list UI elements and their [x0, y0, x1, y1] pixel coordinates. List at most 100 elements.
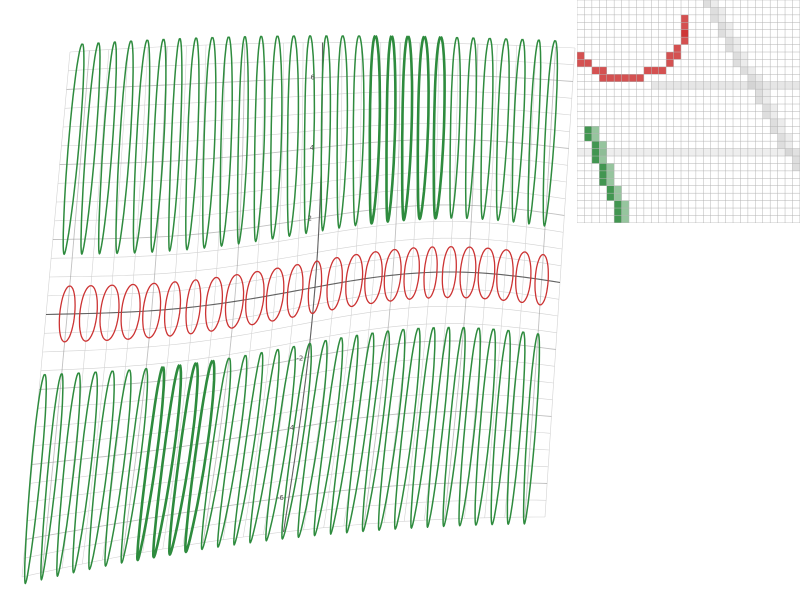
- green-contour-loop: [495, 38, 510, 222]
- zoom-pixel: [673, 44, 682, 53]
- zoom-pixel: [703, 148, 711, 157]
- y-axis-tick-labels: 6 4 2 -2 -4 -6: [277, 74, 316, 502]
- zoom-pixel: [636, 148, 644, 157]
- zoom-pixel: [606, 163, 615, 171]
- green-contour-loop: [168, 361, 199, 556]
- green-contour-loop: [97, 41, 118, 255]
- zoom-pixel: [636, 74, 644, 82]
- red-contour-loop: [441, 245, 457, 299]
- red-contour-loop: [515, 251, 532, 304]
- zoom-pixel: [740, 59, 748, 67]
- green-contour-loop: [416, 35, 430, 221]
- green-contour-loop: [249, 348, 280, 544]
- green-contour-loop: [393, 327, 421, 530]
- green-contour-loop: [449, 36, 462, 219]
- green-contour-loop: [286, 35, 300, 237]
- zoom-pixel: [718, 7, 726, 15]
- zoom-pixel: [681, 37, 689, 45]
- zoom-pixel: [599, 66, 607, 75]
- green-contour-loop: [410, 326, 436, 529]
- y-tick-label: -2: [296, 354, 303, 362]
- zoom-pixel: [762, 148, 771, 157]
- zoom-pixel: [621, 200, 630, 209]
- grid-line: [68, 58, 574, 72]
- green-contour-loop: [542, 39, 559, 227]
- zoom-pixel: [658, 66, 667, 75]
- green-contour-loop: [216, 354, 248, 548]
- zoom-pixel: [614, 193, 622, 201]
- zoom-pixel: [666, 81, 674, 90]
- zoom-inset-svg: [577, 0, 800, 223]
- zoom-pixel: [606, 193, 615, 201]
- green-contour-loop: [527, 39, 542, 225]
- green-contour-loop: [352, 35, 365, 227]
- zoom-pixel: [740, 81, 748, 90]
- zoom-pixel: [591, 126, 600, 134]
- zoom-pixel: [621, 148, 630, 157]
- green-contour-loop: [270, 35, 283, 240]
- zoom-pixel: [614, 185, 622, 194]
- grid-line-major: [524, 46, 557, 518]
- green-contour-loop: [368, 34, 382, 225]
- zoom-pixel: [770, 111, 778, 119]
- green-contour-loop: [233, 351, 264, 546]
- zoom-pixel: [629, 74, 637, 82]
- zoom-pixel: [792, 81, 800, 90]
- zoom-pixel: [591, 141, 600, 149]
- zoom-pixel: [710, 14, 719, 23]
- y-tick-label: 6: [311, 74, 316, 82]
- zoom-pixel: [703, 81, 711, 90]
- zoom-pixel: [681, 81, 689, 90]
- green-contour-loop: [253, 35, 266, 243]
- zoom-pixel: [747, 66, 756, 75]
- zoom-pixel: [584, 133, 592, 142]
- red-contour-loop: [307, 260, 323, 315]
- green-contour-loop: [506, 331, 526, 525]
- green-contour-loop: [62, 43, 85, 256]
- zoom-pixel: [606, 148, 615, 157]
- green-contour-loop: [377, 328, 406, 531]
- zoom-pixel: [762, 89, 771, 97]
- green-contour-loop: [185, 37, 200, 251]
- zoom-pixel: [755, 96, 763, 105]
- green-contour-loop: [202, 36, 217, 249]
- green-contour-loop: [56, 372, 81, 577]
- zoom-pixel: [681, 14, 689, 23]
- zoom-pixel: [688, 81, 696, 90]
- red-contour-loop: [286, 263, 304, 318]
- green-contour-loop: [184, 359, 216, 554]
- zoom-pixel: [614, 148, 622, 157]
- zoom-pixel: [733, 148, 741, 157]
- zoom-pixel: [666, 59, 674, 67]
- zoom-pixel: [777, 126, 786, 134]
- zoom-pixel: [785, 133, 793, 142]
- zoom-pixel: [599, 178, 607, 186]
- zoom-pixel: [792, 148, 800, 157]
- zoom-pixel: [755, 81, 763, 90]
- red-contour-loop: [459, 246, 477, 299]
- zoom-pixel: [740, 66, 748, 75]
- zoom-pixel: [718, 29, 726, 38]
- green-contour-loop: [313, 337, 344, 537]
- zoom-pixel: [747, 74, 756, 82]
- zoom-pixel: [606, 178, 615, 186]
- red-contour-loop: [345, 253, 364, 308]
- zoom-pixel: [703, 0, 711, 8]
- zoom-pixel: [681, 22, 689, 30]
- zoom-pixel: [770, 118, 778, 127]
- red-contour-loop: [78, 284, 98, 342]
- zoom-pixel: [614, 74, 622, 82]
- zoom-pixel: [673, 148, 682, 157]
- green-contour-loop: [88, 370, 115, 571]
- zoom-pixel: [658, 148, 667, 157]
- green-contour-loop: [345, 332, 375, 534]
- zoom-pixel: [785, 148, 793, 157]
- zoom-pixel: [755, 74, 763, 82]
- green-contour-loop: [23, 373, 48, 585]
- red-contour-curves: [58, 245, 549, 343]
- zoom-pixel: [614, 215, 622, 223]
- zoom-pixel: [725, 37, 734, 45]
- zoom-pixel: [792, 148, 800, 157]
- zoom-pixel: [591, 66, 600, 75]
